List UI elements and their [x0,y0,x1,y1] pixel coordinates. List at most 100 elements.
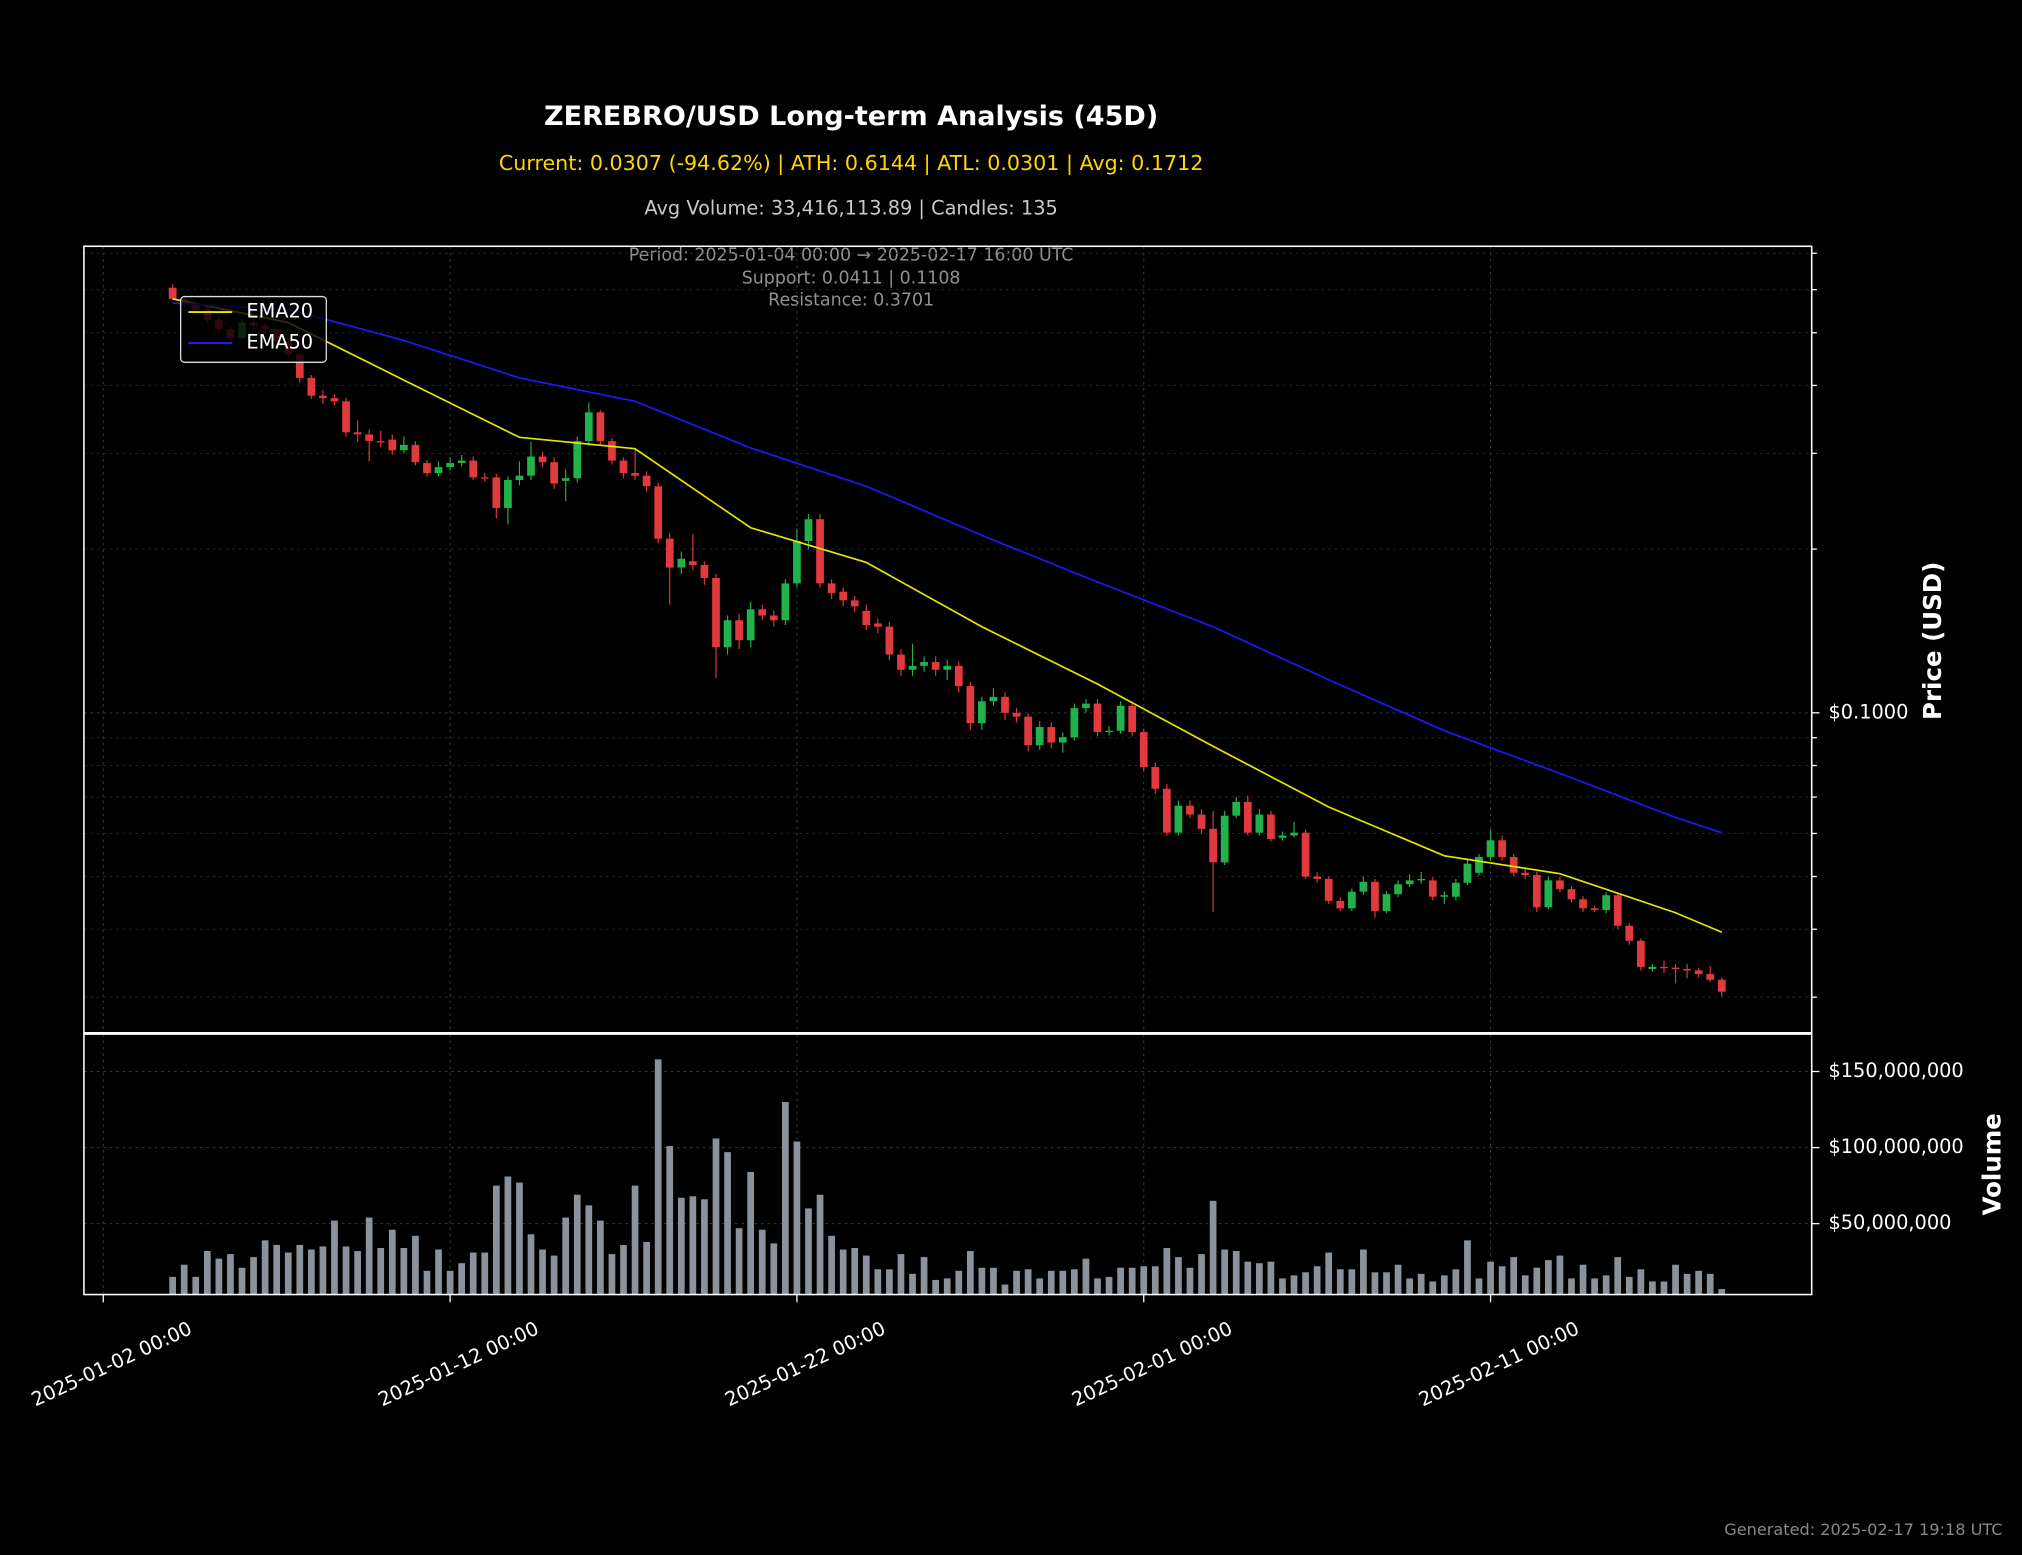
volume-bar [990,1267,997,1295]
candle-body [573,441,582,479]
annotation: Period: 2025-01-04 00:00 → 2025-02-17 16… [629,245,1074,265]
candle-body [1509,857,1518,873]
candle-body [434,467,443,474]
candle-body [1336,900,1345,909]
volume-bar [1556,1255,1564,1295]
volume-bar [481,1252,489,1295]
volume-bar [1232,1251,1240,1295]
candle-body [1197,814,1206,829]
volume-bar [1290,1275,1298,1295]
volume-bar [1487,1261,1494,1295]
candle-body [1382,894,1391,912]
volume-bar [192,1276,200,1295]
volume-bar [388,1229,396,1295]
volume-bar [1244,1261,1252,1295]
volume-bar [1186,1267,1194,1295]
volume-bar [1013,1270,1020,1295]
candle-body [504,480,512,509]
candle-body [1116,705,1125,731]
candle-body [365,434,374,442]
candle-body [538,456,547,463]
volume-bar [342,1246,350,1295]
candle-body [723,620,732,648]
candle-body [515,475,524,481]
volume-bar [1429,1281,1437,1295]
candle-body [677,558,686,568]
volume-bar [284,1252,292,1295]
volume-bar [735,1228,743,1295]
volume-bar [180,1264,188,1295]
volume-bar [296,1244,304,1295]
volume-bar [1036,1278,1044,1295]
volume-bar [504,1176,512,1295]
candle-body [943,665,952,670]
candle-body [804,519,813,542]
volume-bar [354,1251,361,1295]
candle-body [1174,805,1183,833]
candle-body [1128,705,1137,733]
candle-body [411,444,420,463]
candle-body [700,564,709,578]
candle-body [1186,805,1194,815]
candle-body [1278,835,1287,838]
legend-label: EMA50 [246,330,313,353]
volume-bar [331,1220,338,1295]
volume-bar [1094,1278,1101,1295]
candle-body [446,463,454,468]
volume-bar [597,1220,604,1295]
candle-body [1313,876,1322,879]
volume-bar [377,1247,385,1295]
volume-bar [1672,1264,1679,1295]
volume-bar [955,1270,963,1295]
candle-body [1024,716,1032,746]
candle-body [469,460,478,478]
candle-body [1590,908,1599,910]
candle-body [584,412,593,442]
candle-body [1556,880,1564,890]
volume-bar [874,1269,882,1295]
volume-bar [1440,1275,1448,1295]
volume-bar [747,1171,755,1295]
volume-bar [1625,1276,1633,1295]
candle-body [1105,730,1113,733]
volume-bar [238,1267,246,1295]
volume-bar [712,1138,720,1295]
candle-body [353,432,362,435]
candle-body [1001,696,1009,713]
candle-body [642,475,651,487]
volume-bar [1267,1261,1275,1295]
candle-body [1047,726,1056,743]
candle-body [1452,882,1460,897]
candle-body [1035,726,1044,746]
candle-body [1717,979,1726,992]
volume-bar [1371,1272,1379,1295]
volume-bar [1545,1260,1552,1295]
ema-line [172,298,1723,933]
volume-tick-label: $50,000,000 [1828,1211,1951,1234]
volume-bar [920,1257,928,1295]
volume-bar [1579,1264,1587,1295]
volume-bar [1071,1269,1078,1295]
volume-bar [966,1251,974,1295]
volume-bar [1510,1257,1518,1295]
chart-title: ZEREBRO/USD Long-term Analysis (45D) [544,101,1158,132]
candle-body [1660,966,1668,969]
volume-bar [585,1205,593,1295]
volume-bar [1464,1240,1471,1295]
volume-bar [1614,1257,1622,1295]
volume-bar [1140,1266,1148,1295]
candle-body [1440,895,1449,897]
candle-body [1151,767,1160,789]
candle-body [839,591,848,601]
volume-bar [620,1244,627,1295]
volume-bar [909,1273,916,1295]
volume-bar [1649,1281,1656,1295]
volume-axes [83,1033,1813,1296]
volume-bar [423,1270,431,1295]
volume-bar [666,1146,674,1295]
volume-bar [654,1059,662,1295]
candle-body [1417,878,1426,881]
volume-bar [203,1251,211,1295]
